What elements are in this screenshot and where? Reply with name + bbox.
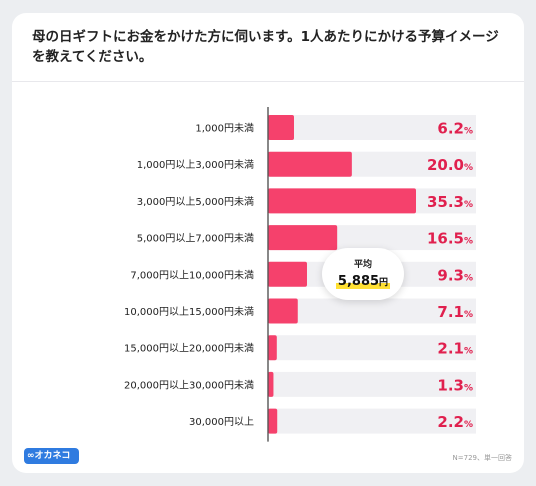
bar <box>268 151 352 177</box>
chart-card: 母の日ギフトにお金をかけた方に伺います。1人あたりにかける予算イメージを教えてく… <box>12 13 524 473</box>
bar <box>268 261 307 287</box>
sample-note: N=729、単一回答 <box>452 454 512 462</box>
bar <box>268 115 294 140</box>
okaneko-logo: ∞オカネコ <box>24 448 79 464</box>
title-divider <box>12 81 524 82</box>
bar-track <box>268 371 476 397</box>
value-label: 20.0% <box>427 156 473 174</box>
bar-track <box>268 298 476 324</box>
average-callout: 平均 5,885円 <box>322 248 404 300</box>
category-label: 15,000円以上20,000円未満 <box>124 343 254 355</box>
value-label: 16.5% <box>427 230 473 248</box>
value-label: 2.2% <box>437 413 473 431</box>
chart-title: 母の日ギフトにお金をかけた方に伺います。1人あたりにかける予算イメージを教えてく… <box>32 29 499 65</box>
bar <box>268 298 298 324</box>
bar-track <box>268 335 476 361</box>
average-label: 平均 <box>353 260 372 270</box>
bar <box>268 188 416 214</box>
category-label: 5,000円以上7,000円未満 <box>137 233 254 245</box>
category-label: 3,000円以上5,000円未満 <box>137 196 254 208</box>
bar <box>268 408 278 434</box>
bar <box>268 225 338 251</box>
average-value-highlight: 5,885円 <box>335 274 391 289</box>
bar <box>268 335 277 361</box>
average-unit: 円 <box>379 278 389 288</box>
bar <box>268 371 274 397</box>
bar-chart: 1,000円未満 6.2% 1,000円以上3,000円未満 20.0% 3,000円以… <box>124 107 476 442</box>
value-label: 35.3% <box>427 193 473 211</box>
category-label: 7,000円以上10,000円未満 <box>130 269 254 281</box>
category-label: 1,000円未満 <box>195 123 254 135</box>
category-label: 10,000円以上15,000円未満 <box>124 306 254 318</box>
value-label: 1.3% <box>437 376 473 394</box>
average-value: 5,885 <box>337 274 380 289</box>
category-label: 20,000円以上30,000円未満 <box>124 379 254 391</box>
value-label: 6.2% <box>437 120 473 138</box>
value-label: 9.3% <box>437 266 473 284</box>
value-label: 2.1% <box>437 340 473 358</box>
category-label: 1,000円以上3,000円未満 <box>137 159 254 171</box>
category-label: 30,000円以上 <box>189 416 254 428</box>
bar-track <box>268 408 476 434</box>
bar-track <box>268 115 476 140</box>
value-label: 7.1% <box>437 303 473 321</box>
